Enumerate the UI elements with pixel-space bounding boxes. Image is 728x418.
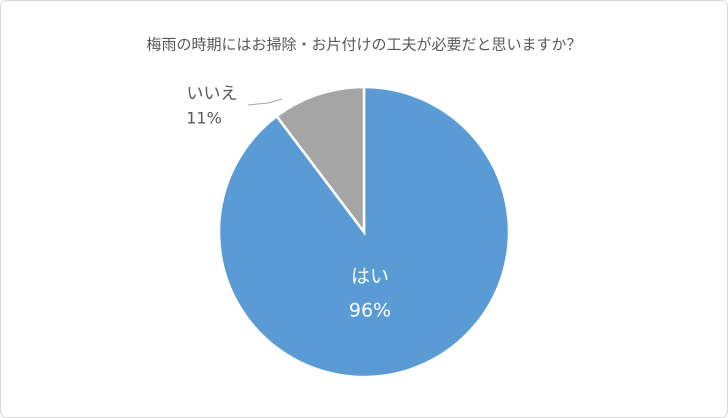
leader-line bbox=[247, 98, 283, 106]
value-label: 96% bbox=[349, 300, 391, 322]
pie-slice bbox=[274, 85, 366, 236]
category-label: はい bbox=[351, 266, 389, 288]
value-label: 11% bbox=[186, 109, 222, 128]
chart-title: 梅雨の時期にはお掃除・お片付けの工夫が必要だと思いますか？ bbox=[146, 36, 581, 54]
category-label: いいえ bbox=[187, 84, 238, 104]
